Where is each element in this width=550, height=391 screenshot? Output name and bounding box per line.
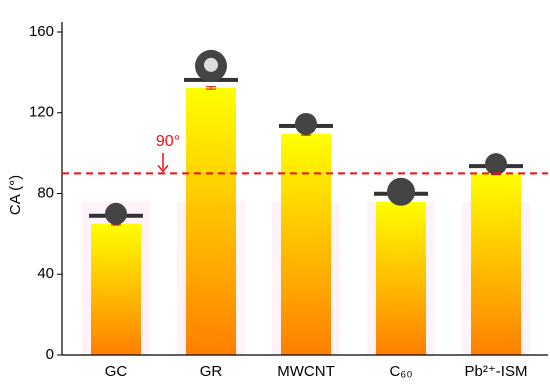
- droplet: [387, 177, 415, 206]
- x-tick-label: C₆₀: [389, 363, 412, 380]
- droplet-image: [184, 49, 238, 82]
- y-tick-label: 160: [29, 23, 54, 40]
- droplet-image: [89, 202, 143, 225]
- droplet: [485, 153, 507, 176]
- reference-arrowhead: [157, 164, 169, 173]
- reference-label: 90°: [156, 133, 180, 150]
- y-tick-label: 40: [37, 265, 54, 282]
- x-tick-label: GC: [105, 363, 128, 380]
- y-axis-label: CA (°): [7, 175, 24, 215]
- y-tick-label: 80: [37, 184, 54, 201]
- droplet: [105, 202, 127, 225]
- droplet-image: [469, 153, 523, 176]
- bar: [91, 223, 141, 355]
- x-tick-label: MWCNT: [277, 363, 334, 380]
- bar: [186, 87, 236, 355]
- y-tick-label: 120: [29, 104, 54, 121]
- x-tick-label: GR: [200, 363, 223, 380]
- x-tick-label: Pb²⁺-ISM: [465, 363, 528, 380]
- y-tick-label: 0: [46, 346, 54, 363]
- droplet: [295, 112, 317, 135]
- bar: [376, 201, 426, 355]
- bar: [471, 174, 521, 355]
- droplet-highlight: [204, 57, 218, 72]
- error-bar: [206, 86, 216, 90]
- droplet-image: [374, 177, 428, 206]
- droplet-image: [279, 112, 333, 135]
- bar: [281, 133, 331, 355]
